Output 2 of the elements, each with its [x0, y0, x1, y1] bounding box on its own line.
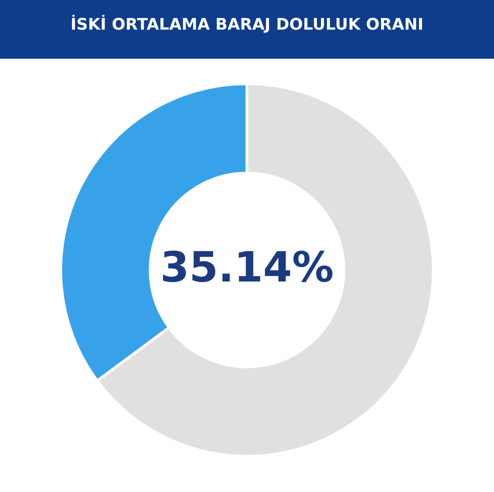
chart-title: İSKİ ORTALAMA BARAJ DOLULUK ORANI [72, 14, 422, 33]
text: 35.14% [163, 250, 332, 282]
